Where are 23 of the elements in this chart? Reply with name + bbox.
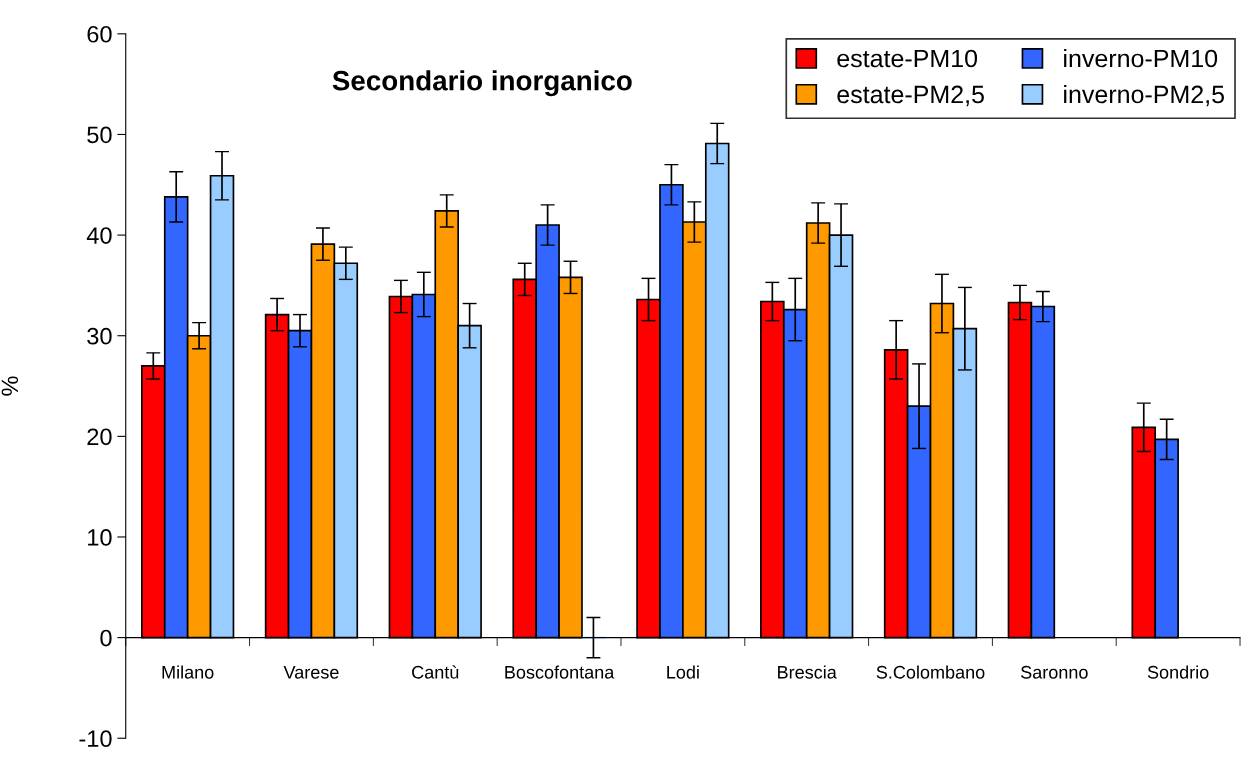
x-tick-label: Lodi: [667, 665, 699, 679]
y-tick-label: 40: [86, 227, 112, 244]
y-tick-label: 0: [100, 629, 112, 647]
y-tick-label: 50: [87, 126, 112, 144]
x-tick-label: Sondrio: [1147, 665, 1209, 679]
y-tick-label: 30: [87, 327, 112, 345]
x-tick-label: Cantù: [412, 665, 459, 679]
y-tick-label: -10: [79, 730, 112, 748]
legend-label: estate-PM2,5: [837, 85, 984, 107]
x-tick-label: Boscofontana: [505, 665, 615, 679]
y-axis-title: %: [1, 376, 19, 396]
legend-label: inverno-PM2,5: [1064, 84, 1224, 107]
text: Secondario inorganico: [332, 70, 632, 97]
x-tick-label: Saronno: [1021, 665, 1088, 679]
y-tick-label: 10: [88, 529, 112, 546]
legend-label: estate-PM10: [837, 49, 978, 68]
x-tick-label: Varese: [283, 666, 339, 679]
legend-label: inverno-PM10: [1064, 48, 1218, 68]
y-tick-label: 20: [87, 428, 112, 446]
x-tick-label: Brescia: [778, 665, 837, 679]
y-tick-label: 60: [87, 25, 112, 43]
x-tick-label: Milano: [162, 665, 214, 679]
x-tick-label: S.Colombano: [876, 665, 985, 679]
